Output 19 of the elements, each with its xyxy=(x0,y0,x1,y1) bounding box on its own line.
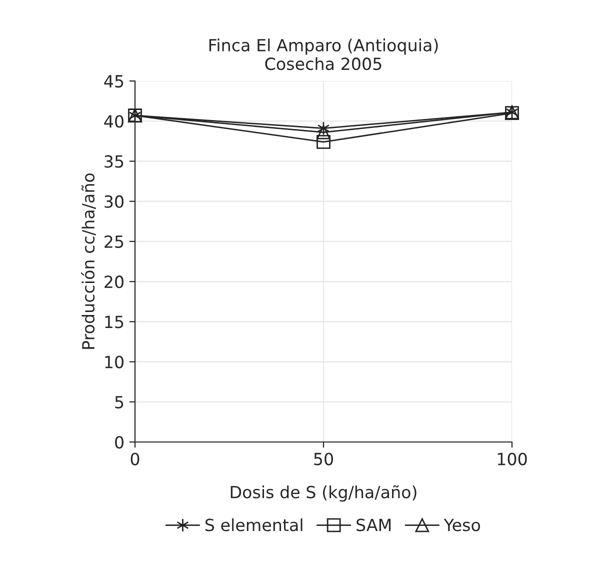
x-tick-label: 50 xyxy=(314,452,333,466)
legend-label: SAM xyxy=(356,518,391,532)
y-tick-label: 35 xyxy=(104,155,124,168)
y-tick-label: 45 xyxy=(104,75,124,88)
y-tick-label: 25 xyxy=(104,235,124,248)
y-tick-label: 5 xyxy=(115,396,124,408)
chart-title: Finca El Amparo (Antioquia) Cosecha 2005 xyxy=(209,38,438,70)
y-tick-label: 20 xyxy=(104,276,124,288)
y-tick-label: 10 xyxy=(105,356,124,368)
y-tick-label: 40 xyxy=(104,115,124,128)
legend-label: S elemental xyxy=(205,518,302,532)
y-axis-title: Producción cc/ha/año xyxy=(81,173,96,349)
y-tick-label: 30 xyxy=(104,195,124,208)
y-tick-label: 15 xyxy=(105,316,124,328)
x-axis-title: Dosis de S (kg/ha/año) xyxy=(230,485,416,502)
x-tick-label: 0 xyxy=(130,452,140,466)
x-tick-label: 100 xyxy=(498,452,527,466)
legend-label: Yeso xyxy=(444,518,480,532)
y-tick-label: 0 xyxy=(115,436,124,449)
